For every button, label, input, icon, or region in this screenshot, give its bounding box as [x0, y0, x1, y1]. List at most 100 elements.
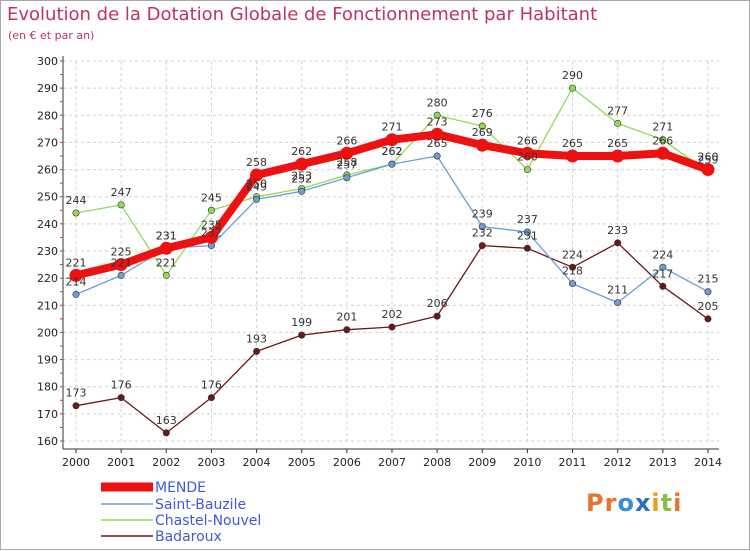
data-point-mende — [114, 258, 128, 272]
y-tick-label: 290 — [37, 82, 58, 95]
y-tick-label: 200 — [37, 326, 58, 339]
data-point-chastel-nouvel — [117, 201, 125, 209]
data-label-badaroux: 231 — [517, 229, 538, 242]
data-label-chastel-nouvel: 221 — [156, 256, 177, 269]
data-point-chastel-nouvel — [433, 111, 441, 119]
data-label-chastel-nouvel: 271 — [652, 121, 673, 134]
data-label-badaroux: 199 — [291, 316, 312, 329]
data-point-mende — [475, 138, 489, 152]
chart-subtitle: (en € et par an) — [8, 29, 95, 42]
data-point-saint-bauzile — [72, 290, 80, 298]
data-label-saint-bauzile: 232 — [201, 227, 222, 240]
x-tick-label: 2008 — [423, 456, 451, 469]
data-label-chastel-nouvel: 253 — [291, 170, 312, 183]
data-label-saint-bauzile: 265 — [427, 137, 448, 150]
data-label-badaroux: 205 — [697, 300, 718, 313]
data-label-chastel-nouvel: 250 — [246, 178, 267, 191]
data-label-mende: 269 — [472, 126, 493, 139]
y-tick-label: 240 — [37, 218, 58, 231]
data-point-badaroux — [207, 394, 215, 402]
x-tick-label: 2011 — [559, 456, 587, 469]
data-point-badaroux — [72, 402, 80, 410]
x-tick-label: 2000 — [62, 456, 90, 469]
data-label-badaroux: 193 — [246, 332, 267, 345]
proxiti-logo: Proxiti — [586, 489, 682, 517]
data-label-chastel-nouvel: 280 — [427, 96, 448, 109]
data-label-chastel-nouvel: 244 — [66, 194, 87, 207]
data-label-mende: 266 — [336, 134, 357, 147]
data-point-chastel-nouvel — [614, 119, 622, 127]
data-point-mende — [69, 268, 83, 282]
x-tick-label: 2007 — [378, 456, 406, 469]
data-point-saint-bauzile — [659, 263, 667, 271]
data-label-saint-bauzile: 257 — [336, 159, 357, 172]
data-point-mende — [520, 146, 534, 160]
y-tick-label: 280 — [37, 109, 58, 122]
data-point-saint-bauzile — [523, 228, 531, 236]
x-tick-label: 2012 — [604, 456, 632, 469]
data-point-mende — [250, 168, 264, 182]
data-label-badaroux: 224 — [562, 248, 583, 261]
x-tick-label: 2009 — [468, 456, 496, 469]
data-label-mende: 221 — [66, 256, 87, 269]
data-label-saint-bauzile: 218 — [562, 265, 583, 278]
data-point-mende — [430, 127, 444, 141]
data-label-mende: 266 — [517, 134, 538, 147]
data-point-badaroux — [614, 239, 622, 247]
data-label-saint-bauzile: 262 — [381, 145, 402, 158]
x-tick-label: 2001 — [107, 456, 135, 469]
logo-letter: x — [634, 489, 652, 517]
logo-letter: i — [673, 489, 683, 517]
data-label-mende: 262 — [291, 145, 312, 158]
data-label-mende: 258 — [246, 156, 267, 169]
data-label-chastel-nouvel: 260 — [517, 151, 538, 164]
data-point-badaroux — [298, 331, 306, 339]
data-label-saint-bauzile: 252 — [291, 172, 312, 185]
legend-item-mende: MENDE — [101, 480, 206, 496]
data-point-badaroux — [659, 282, 667, 290]
y-tick-label: 250 — [37, 191, 58, 204]
x-tick-label: 2002 — [152, 456, 180, 469]
data-point-mende — [159, 241, 173, 255]
data-point-mende — [385, 133, 399, 147]
data-label-chastel-nouvel: 258 — [336, 156, 357, 169]
data-point-badaroux — [162, 429, 170, 437]
y-tick-label: 160 — [37, 435, 58, 448]
y-tick-label: 230 — [37, 245, 58, 258]
data-point-badaroux — [388, 323, 396, 331]
data-label-saint-bauzile: 221 — [111, 256, 132, 269]
data-point-saint-bauzile — [388, 160, 396, 168]
x-tick-label: 2005 — [288, 456, 316, 469]
series-mende — [69, 127, 715, 282]
data-point-mende — [295, 157, 309, 171]
y-tick-label: 260 — [37, 164, 58, 177]
data-label-badaroux: 173 — [66, 387, 87, 400]
logo-letter: o — [617, 489, 635, 517]
logo-letter: P — [586, 489, 605, 517]
data-point-chastel-nouvel — [207, 206, 215, 214]
data-label-badaroux: 217 — [652, 267, 673, 280]
data-point-saint-bauzile — [117, 271, 125, 279]
data-point-badaroux — [478, 242, 486, 250]
data-point-saint-bauzile — [253, 195, 261, 203]
data-label-badaroux: 176 — [111, 379, 132, 392]
data-point-saint-bauzile — [298, 187, 306, 195]
x-tick-label: 2014 — [694, 456, 722, 469]
data-label-chastel-nouvel: 290 — [562, 69, 583, 82]
x-tick-label: 2010 — [513, 456, 541, 469]
data-label-badaroux: 202 — [381, 308, 402, 321]
data-point-badaroux — [704, 315, 712, 323]
data-point-badaroux — [569, 263, 577, 271]
data-point-saint-bauzile — [478, 223, 486, 231]
data-label-mende: 265 — [607, 137, 628, 150]
data-label-badaroux: 232 — [472, 227, 493, 240]
y-tick-label: 210 — [37, 299, 58, 312]
data-point-chastel-nouvel — [478, 122, 486, 130]
data-label-saint-bauzile: 249 — [246, 180, 267, 193]
data-point-mende — [656, 146, 670, 160]
data-point-mende — [204, 230, 218, 244]
legend-item-chastel-nouvel: Chastel-Nouvel — [101, 513, 261, 529]
y-tick-label: 220 — [37, 272, 58, 285]
